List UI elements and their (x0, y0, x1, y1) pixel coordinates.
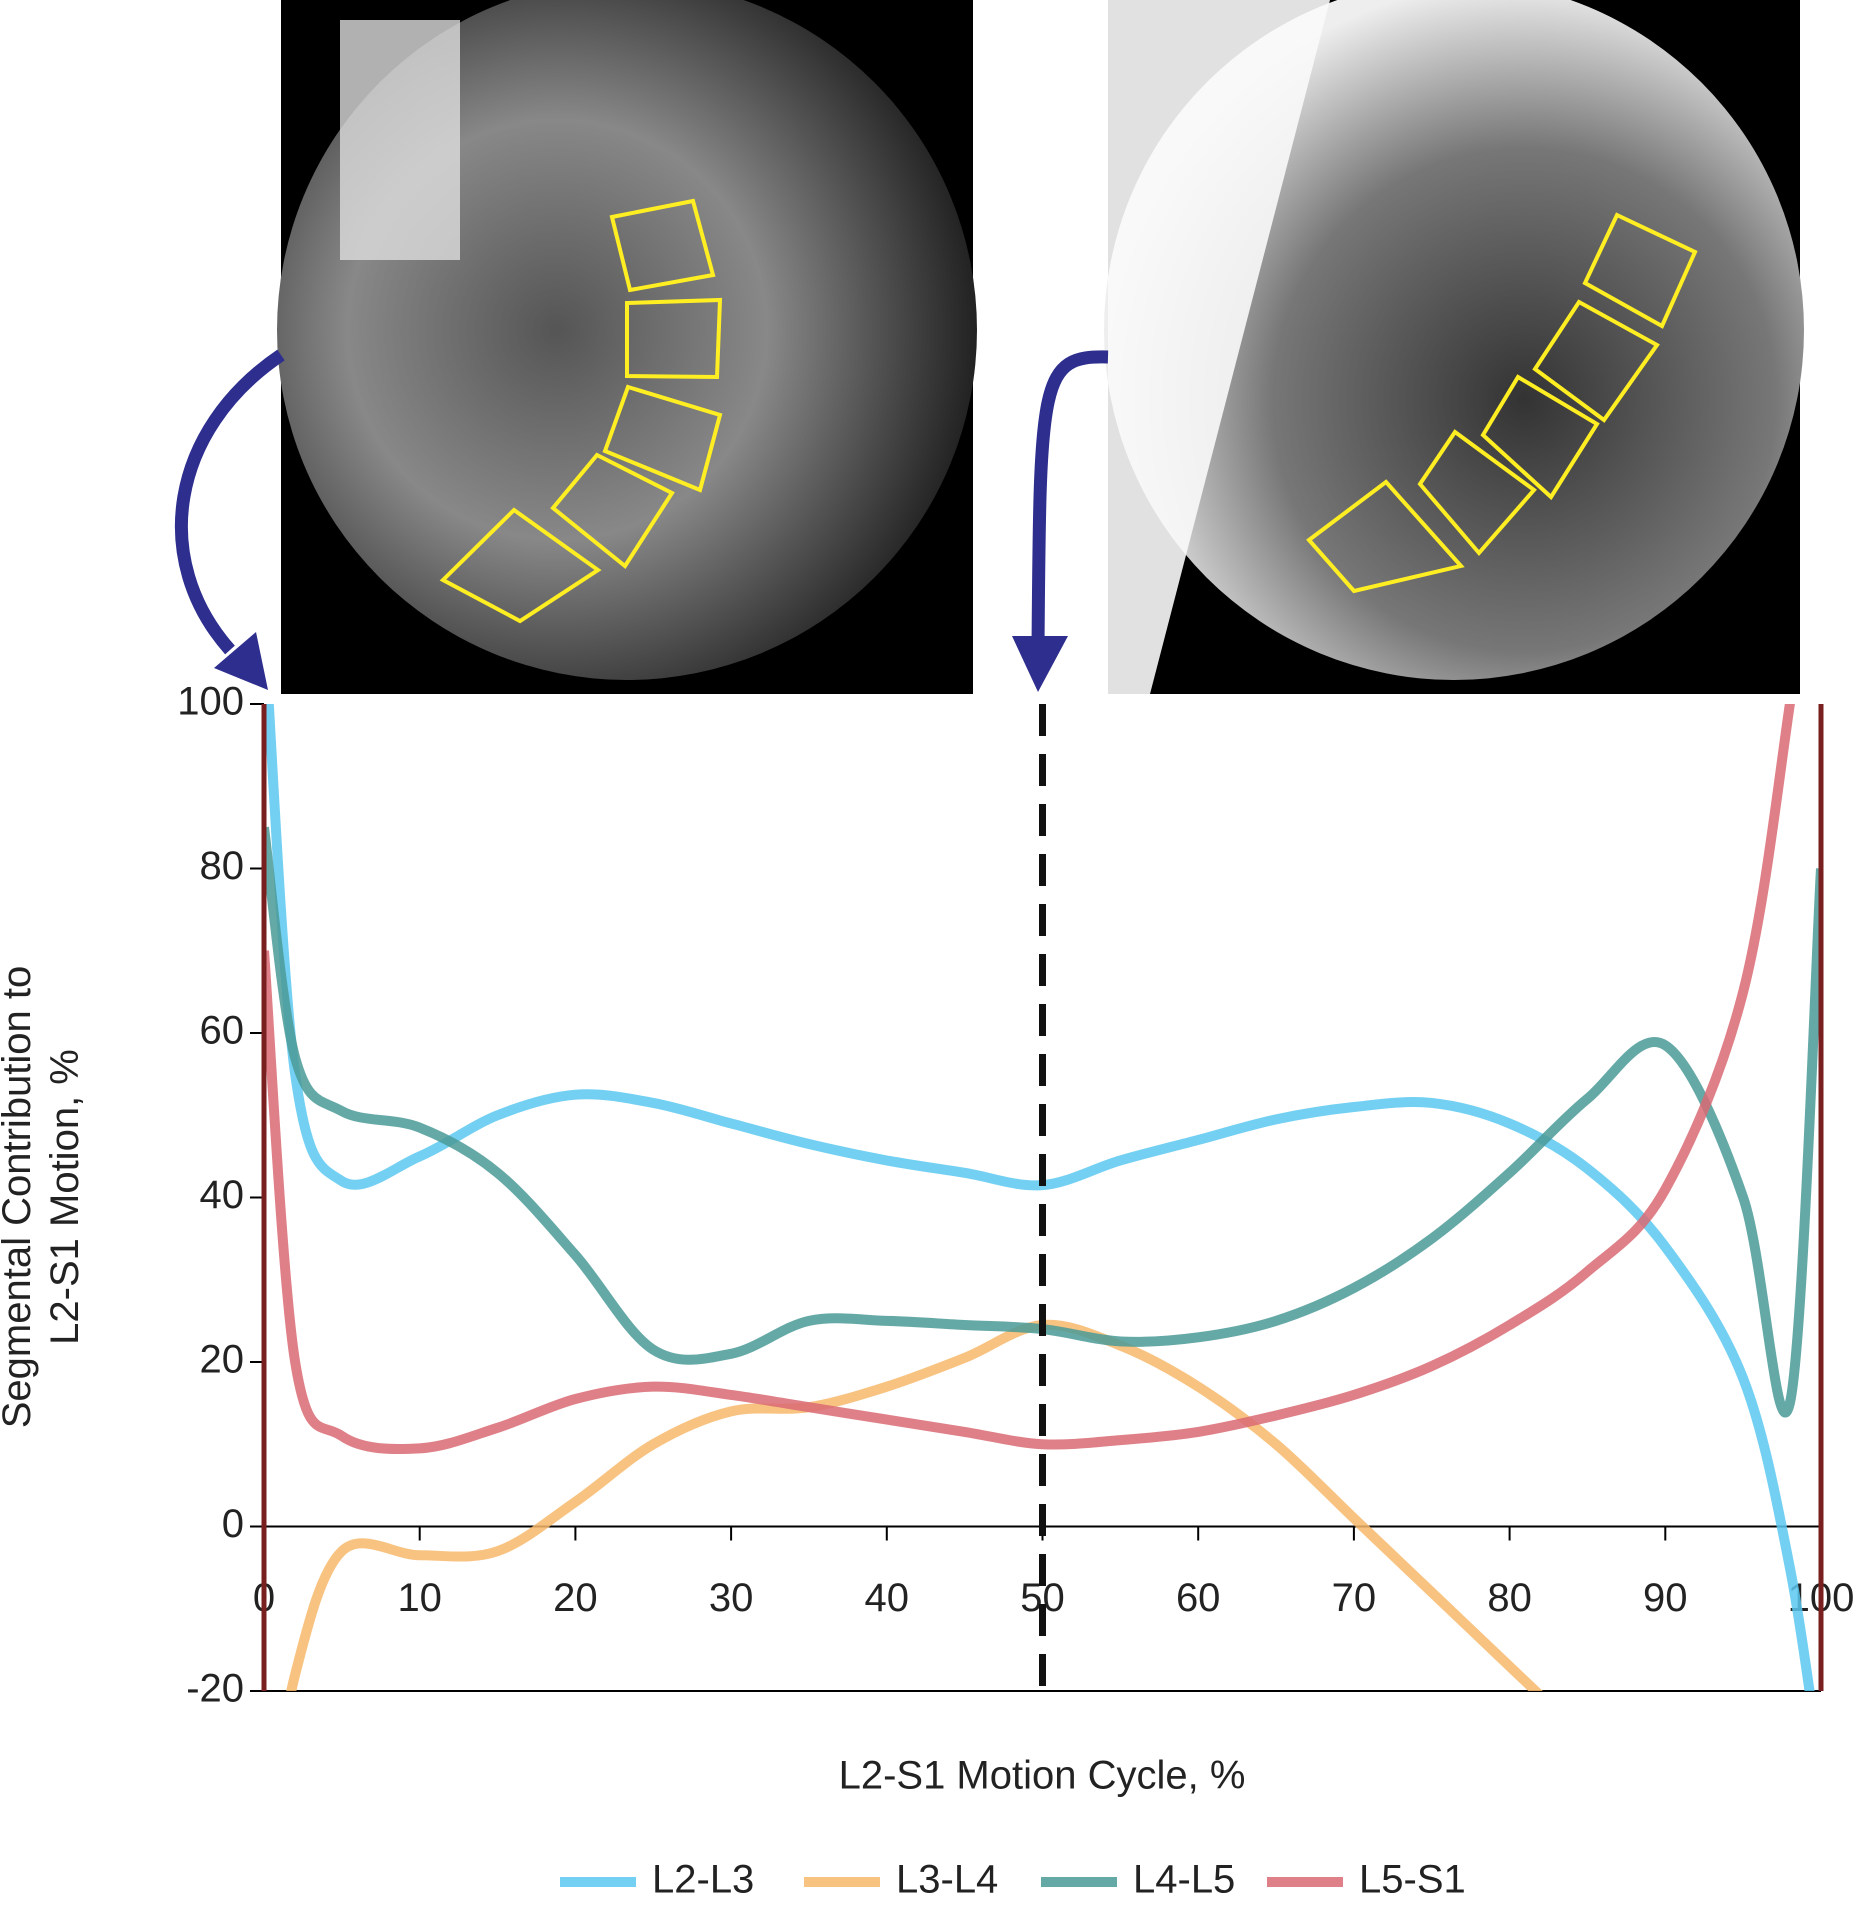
legend-label: L5-S1 (1359, 1858, 1466, 1902)
xray-right (1104, 0, 1804, 694)
series-line (264, 704, 1795, 1455)
y-tick-label: -20 (186, 1667, 244, 1711)
legend-label: L2-L3 (652, 1858, 754, 1902)
series-line (264, 826, 1821, 1418)
x-tick-label: 40 (865, 1576, 910, 1620)
y-label-line: L2-S1 Motion, % (43, 1049, 87, 1345)
y-tick-label: 40 (200, 1173, 245, 1217)
x-tick-label: 60 (1176, 1576, 1221, 1620)
y-tick-label: 60 (200, 1009, 245, 1053)
arrows (174, 349, 1109, 655)
xray-left (277, 0, 977, 694)
y-tick-label: 100 (177, 680, 244, 724)
x-tick-label: 30 (709, 1576, 754, 1620)
legend-label: L4-L5 (1133, 1858, 1235, 1902)
x-tick-label: 10 (397, 1576, 442, 1620)
y-axis-label: Segmental Contribution toL2-S1 Motion, % (0, 966, 87, 1429)
y-tick-label: 80 (200, 844, 245, 888)
arrowheads (214, 632, 1068, 692)
y-tick-label: 0 (222, 1502, 244, 1546)
x-tick-label: 20 (553, 1576, 598, 1620)
y-label-line: Segmental Contribution to (0, 966, 39, 1429)
plot-area: -200204060801000102030405060708090100L2-… (177, 680, 1854, 1902)
y-tick-label: 20 (200, 1338, 245, 1382)
x-tick-label: 80 (1487, 1576, 1532, 1620)
x-axis-label: L2-S1 Motion Cycle, % (839, 1754, 1246, 1798)
legend-label: L3-L4 (896, 1858, 998, 1902)
x-tick-label: 90 (1643, 1576, 1688, 1620)
x-tick-label: 70 (1332, 1576, 1377, 1620)
